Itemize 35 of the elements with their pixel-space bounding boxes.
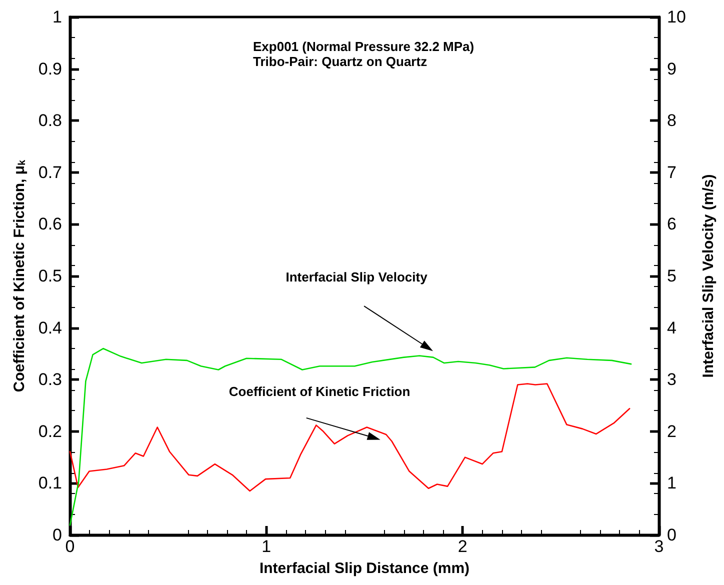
y-tick-label: 0.8 xyxy=(38,111,62,130)
y2-tick-label: 4 xyxy=(667,318,676,338)
y2-tick-label: 0 xyxy=(667,526,676,544)
y-tick-label: 0.7 xyxy=(38,162,62,182)
y2-tick-label: 10 xyxy=(667,8,686,26)
y-tick-label: 0.5 xyxy=(38,266,62,286)
x-tick-label: 3 xyxy=(654,537,664,556)
y-tick-label: 0.2 xyxy=(38,422,62,441)
y2-tick-label: 6 xyxy=(667,214,676,234)
y-axis-title: Coefficient of Kinetic Friction, μk xyxy=(10,159,28,392)
x-tick-label: 2 xyxy=(458,537,468,556)
annotation: Coefficient of Kinetic Friction xyxy=(228,384,410,400)
line-series xyxy=(69,348,632,526)
x-tick-label: 1 xyxy=(262,537,272,556)
y2-tick-label: 5 xyxy=(667,266,676,286)
y2-tick-label: 2 xyxy=(667,422,676,441)
y-tick-label: 0.9 xyxy=(38,59,62,78)
y-tick-label: 0 xyxy=(52,526,62,544)
annotation: Interfacial Slip Velocity xyxy=(286,270,428,285)
y2-tick-label: 3 xyxy=(667,370,676,390)
text: Exp001 (Normal Pressure 32.2 MPa) xyxy=(253,39,474,54)
x-axis-title: Interfacial Slip Distance (mm) xyxy=(259,560,470,577)
y-tick-label: 0.1 xyxy=(38,474,62,493)
y2-tick-label: 1 xyxy=(667,474,676,493)
y2-tick-label: 9 xyxy=(667,59,676,78)
y2-tick-label: 8 xyxy=(667,111,676,130)
y2-tick-label: 7 xyxy=(667,162,676,182)
y-tick-label: 1 xyxy=(52,8,62,26)
x-tick-label: 0 xyxy=(65,537,75,556)
line-series xyxy=(69,383,630,492)
y2-axis-title: Interfacial Slip Velocity (m/s) xyxy=(700,174,717,378)
y-tick-label: 0.4 xyxy=(38,318,62,338)
y-tick-label: 0.3 xyxy=(38,370,62,390)
y-tick-label: 0.6 xyxy=(38,214,62,234)
text: Tribo-Pair: Quartz on Quartz xyxy=(253,54,428,69)
